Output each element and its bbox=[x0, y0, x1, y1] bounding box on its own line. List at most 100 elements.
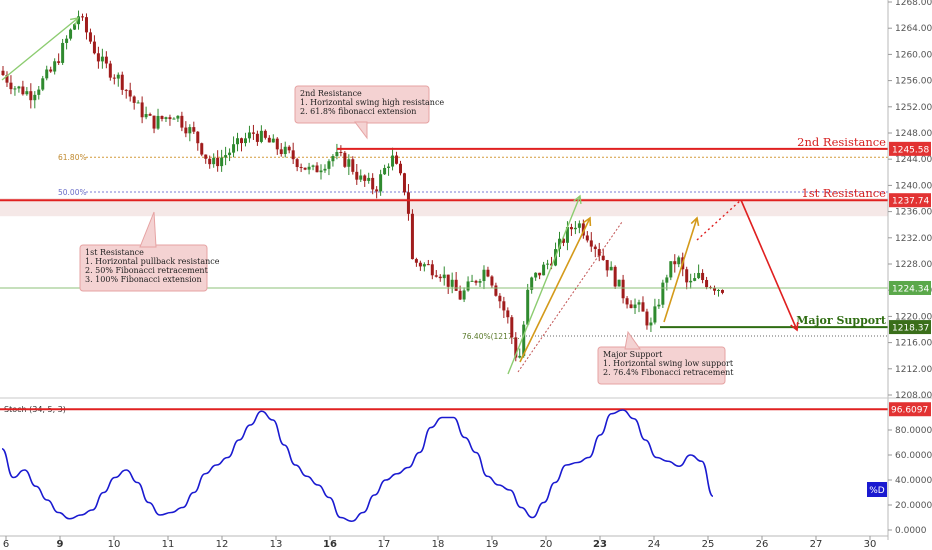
candle-body bbox=[120, 74, 124, 90]
candle-body bbox=[77, 16, 81, 25]
candle-body bbox=[625, 298, 629, 305]
candle-body bbox=[224, 155, 228, 158]
candle-body bbox=[355, 171, 359, 180]
candle-body bbox=[589, 240, 593, 247]
candle-body bbox=[136, 102, 140, 104]
candle-body bbox=[255, 133, 259, 142]
candle-body bbox=[84, 17, 88, 33]
candle-body bbox=[1, 70, 5, 76]
candle-body bbox=[267, 137, 271, 143]
candle-body bbox=[291, 150, 295, 160]
candle-body bbox=[172, 118, 176, 120]
candle-body bbox=[430, 264, 434, 276]
y-tick-label: 1260.00 bbox=[895, 50, 932, 60]
x-tick-label: 18 bbox=[432, 539, 445, 550]
candle-body bbox=[546, 263, 550, 265]
candle-body bbox=[53, 61, 57, 72]
x-tick-label: 24 bbox=[648, 539, 661, 550]
candle-body bbox=[673, 261, 677, 265]
candle-body bbox=[414, 259, 418, 263]
res1-label: 1st Resistance bbox=[801, 186, 886, 200]
candle-body bbox=[466, 281, 470, 291]
stoch-y-tick-label: 20.0000 bbox=[895, 501, 932, 511]
candle-body bbox=[100, 56, 104, 62]
candle-body bbox=[387, 166, 391, 168]
up-arrow-green-head bbox=[573, 194, 582, 205]
candle-body bbox=[220, 157, 224, 167]
candle-body bbox=[112, 77, 116, 79]
candle-body bbox=[418, 262, 422, 267]
candle-body bbox=[216, 157, 220, 167]
candle-body bbox=[45, 69, 49, 79]
candle-body bbox=[629, 304, 633, 309]
candle-body bbox=[9, 82, 13, 90]
candle-body bbox=[33, 94, 37, 101]
stoch-y-tick-label: 0.0000 bbox=[895, 526, 927, 536]
candle-body bbox=[65, 38, 69, 43]
candle-body bbox=[399, 163, 402, 174]
candle-body bbox=[311, 165, 315, 167]
x-tick-label: 16 bbox=[323, 539, 337, 550]
x-tick-label: 10 bbox=[108, 539, 121, 550]
candle-body bbox=[597, 249, 601, 256]
candle-body bbox=[271, 138, 275, 143]
candle-body bbox=[347, 159, 351, 167]
candle-body bbox=[359, 175, 363, 180]
candle-body bbox=[212, 157, 216, 165]
candle-body bbox=[637, 302, 641, 305]
candle-body bbox=[558, 238, 561, 250]
candle-body bbox=[164, 117, 168, 119]
candle-body bbox=[283, 146, 287, 155]
candle-body bbox=[609, 266, 613, 271]
candle-body bbox=[494, 285, 498, 296]
candle-body bbox=[275, 138, 279, 150]
dotted-trend-line bbox=[517, 221, 623, 373]
candle-body bbox=[705, 279, 709, 288]
up-arrow-gold-head bbox=[583, 216, 592, 227]
candle-body bbox=[156, 115, 160, 129]
candle-body bbox=[613, 266, 617, 287]
note-res1-line: 3. 100% Fibonacci extension bbox=[85, 275, 202, 284]
support-label: Major Support bbox=[796, 314, 887, 327]
candle-body bbox=[406, 192, 410, 214]
candle-body bbox=[144, 114, 148, 118]
candle-body bbox=[649, 322, 653, 326]
note-res1-line: 1. Horizontal pullback resistance bbox=[85, 257, 220, 266]
x-tick-label: 23 bbox=[593, 539, 607, 550]
y-tick-label: 1212.00 bbox=[895, 365, 932, 375]
candle-body bbox=[371, 177, 375, 190]
candle-body bbox=[518, 355, 522, 358]
candle-body bbox=[454, 279, 458, 291]
candle-body bbox=[73, 24, 77, 30]
y-tick-label: 1248.00 bbox=[895, 129, 932, 139]
note-support-line: 2. 76.4% Fibonacci retracement bbox=[603, 368, 734, 377]
y-tick-label: 1252.00 bbox=[895, 103, 932, 113]
candle-body bbox=[307, 166, 311, 170]
candle-body bbox=[581, 223, 585, 236]
candle-body bbox=[438, 276, 442, 279]
current-price-tag: 1224.34 bbox=[892, 284, 929, 294]
candle-body bbox=[653, 306, 657, 323]
candle-body bbox=[458, 290, 462, 300]
candle-body bbox=[5, 75, 9, 83]
candle-body bbox=[701, 272, 705, 280]
candle-body bbox=[96, 53, 100, 62]
candle-body bbox=[104, 56, 108, 64]
candle-body bbox=[534, 272, 538, 278]
candle-body bbox=[228, 152, 232, 156]
candle-body bbox=[422, 264, 426, 267]
candle-body bbox=[561, 238, 565, 243]
candle-body bbox=[335, 151, 339, 157]
candle-body bbox=[697, 272, 701, 279]
candle-body bbox=[506, 310, 510, 318]
y-tick-label: 1228.00 bbox=[895, 260, 932, 270]
candle-body bbox=[490, 276, 494, 286]
candle-body bbox=[605, 260, 609, 271]
note-res1-pointer bbox=[139, 211, 157, 248]
res2-price-tag-bg bbox=[889, 141, 931, 156]
note-support-box bbox=[597, 346, 726, 385]
candle-body bbox=[208, 158, 212, 165]
candle-body bbox=[184, 127, 188, 134]
res1-price-tag-bg bbox=[889, 193, 931, 208]
candle-body bbox=[247, 132, 251, 139]
